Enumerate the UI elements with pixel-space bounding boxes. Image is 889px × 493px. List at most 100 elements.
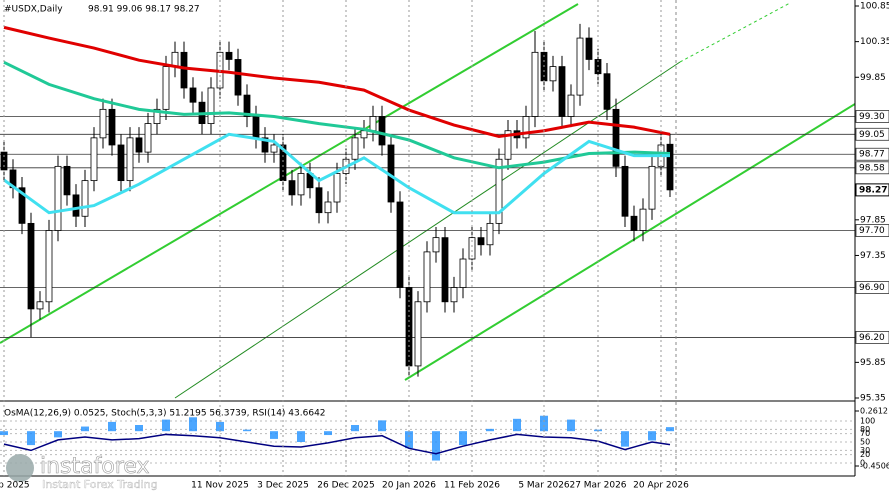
candle-body bbox=[234, 59, 242, 96]
candle-body bbox=[567, 94, 575, 117]
candle-body bbox=[81, 180, 89, 217]
indicator-title: OsMA(12,26,9) 0.0525, Stoch(5,3,3) 51.21… bbox=[4, 409, 326, 419]
channel-line bbox=[174, 61, 681, 399]
candle-body bbox=[369, 116, 377, 132]
candle-body bbox=[126, 137, 134, 182]
watermark-brand: instaforex bbox=[40, 454, 150, 479]
osma-bar bbox=[189, 417, 197, 432]
candle-body bbox=[459, 258, 467, 288]
level-label-box bbox=[855, 161, 889, 175]
y-tick-label: 95.85 bbox=[860, 358, 886, 368]
candle-body bbox=[351, 137, 359, 160]
watermark: instaforex Instant Forex Trading bbox=[6, 454, 158, 491]
candle-body bbox=[360, 130, 368, 139]
osma-bar bbox=[459, 431, 467, 446]
osma-bar bbox=[0, 431, 8, 436]
candle-body bbox=[153, 108, 161, 124]
y-tick-label: 100.35 bbox=[860, 37, 889, 47]
x-tick-label: 26 Dec 2025 bbox=[317, 481, 375, 491]
candle-body bbox=[549, 66, 557, 82]
candle-body bbox=[18, 187, 26, 224]
candle-body bbox=[648, 165, 656, 210]
candle-body bbox=[477, 237, 485, 246]
x-tick-label: 5 Mar 2026 bbox=[518, 481, 570, 491]
candle-body bbox=[225, 51, 233, 60]
osma-bar bbox=[297, 431, 305, 443]
moving-average bbox=[3, 25, 671, 138]
rsi-line bbox=[3, 433, 671, 455]
osma-bar bbox=[270, 431, 278, 439]
candle-body bbox=[630, 215, 638, 231]
y2-tick-label: 20 bbox=[860, 450, 870, 459]
y-tick-label: 97.35 bbox=[860, 251, 886, 261]
watermark-tagline: Instant Forex Trading bbox=[42, 478, 158, 491]
x-tick-label: 20 Apr 2026 bbox=[633, 481, 689, 491]
level-label-box bbox=[855, 127, 889, 141]
osma-bar bbox=[108, 421, 116, 432]
candle-body bbox=[450, 287, 458, 303]
candle-body bbox=[378, 116, 386, 146]
osma-bar bbox=[621, 431, 629, 447]
y-tick-label: 97.85 bbox=[860, 215, 886, 225]
candle-body bbox=[54, 165, 62, 231]
candle-body bbox=[531, 51, 539, 117]
osma-bar bbox=[27, 431, 35, 446]
candle-body bbox=[315, 187, 323, 214]
candle-body bbox=[261, 137, 269, 153]
last-price-box bbox=[855, 183, 889, 197]
candle-body bbox=[27, 222, 35, 310]
osma-bar bbox=[666, 427, 674, 432]
level-label: 97.70 bbox=[859, 226, 885, 236]
osma-bar bbox=[405, 431, 413, 449]
level-label: 96.90 bbox=[859, 283, 885, 293]
candle-body bbox=[414, 301, 422, 367]
ohlc-label: 98.91 99.06 98.17 98.27 bbox=[88, 5, 200, 15]
x-tick-label: 20 Jan 2026 bbox=[382, 481, 436, 491]
candle-body bbox=[621, 165, 629, 217]
candle-body bbox=[90, 137, 98, 182]
candle-body bbox=[36, 301, 44, 310]
candle-body bbox=[171, 51, 179, 67]
level-label: 99.30 bbox=[859, 112, 885, 122]
candle-body bbox=[297, 173, 305, 196]
candle-body bbox=[72, 194, 80, 217]
candle-body bbox=[666, 143, 674, 191]
level-label-box bbox=[855, 147, 889, 161]
candle-body bbox=[558, 66, 566, 117]
level-label: 96.20 bbox=[859, 333, 885, 343]
watermark-logo bbox=[6, 454, 34, 482]
y-tick-label: 99.85 bbox=[860, 73, 886, 83]
channel-line bbox=[0, 3, 579, 344]
last-price-label: 98.27 bbox=[859, 185, 887, 195]
candle-body bbox=[243, 94, 251, 117]
candle-body bbox=[252, 116, 260, 139]
osma-bar bbox=[540, 415, 548, 432]
moving-average bbox=[3, 132, 670, 215]
y2-tick-label: 50 bbox=[860, 438, 870, 447]
chart-title: #USDX,Daily bbox=[4, 5, 63, 15]
osma-bar bbox=[324, 431, 332, 436]
x-tick-label: 11 Nov 2025 bbox=[191, 481, 249, 491]
candle-body bbox=[135, 137, 143, 153]
candle-body bbox=[189, 87, 197, 103]
main-plot bbox=[0, 2, 855, 399]
candle-body bbox=[333, 173, 341, 203]
y2-tick-label: 100 bbox=[860, 417, 875, 426]
candle-body bbox=[441, 237, 449, 303]
candle-body bbox=[396, 201, 404, 288]
candle-body bbox=[270, 144, 278, 153]
level-label: 98.58 bbox=[859, 163, 885, 173]
x-tick-label: 3 Dec 2025 bbox=[257, 481, 309, 491]
osma-bar bbox=[351, 425, 359, 432]
x-tick-label: 11 Feb 2026 bbox=[444, 481, 500, 491]
osma-bar bbox=[81, 426, 89, 432]
osma-bar bbox=[432, 431, 440, 461]
candle-body bbox=[585, 37, 593, 60]
candle-body bbox=[288, 180, 296, 196]
y-tick-label: 100.85 bbox=[860, 2, 889, 12]
y-tick-label: 95.35 bbox=[860, 394, 886, 404]
osma-bar bbox=[513, 418, 521, 432]
candle-body bbox=[639, 208, 647, 231]
candle-body bbox=[180, 51, 188, 89]
